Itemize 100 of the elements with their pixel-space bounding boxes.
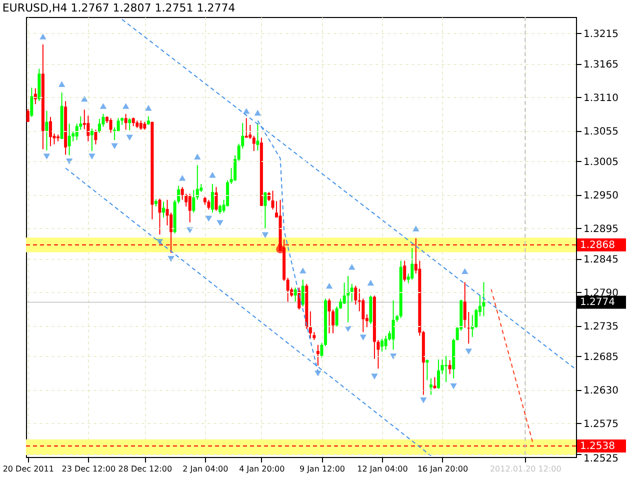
candlestick [109, 118, 112, 134]
x-tick-label: 20 Dec 2011 [2, 464, 54, 474]
point [462, 268, 468, 274]
y-tick-label: 1.2790 [584, 288, 618, 299]
candlestick [350, 283, 354, 302]
y-tick-label: 1.2735 [584, 321, 618, 332]
ref-line-label: 1.2538 [580, 441, 615, 452]
point [216, 220, 224, 226]
point [276, 245, 284, 254]
candlestick [328, 298, 331, 334]
candlestick [426, 358, 429, 381]
point [43, 154, 50, 160]
candlestick [45, 110, 48, 151]
candlestick [437, 358, 440, 390]
point [126, 134, 133, 141]
candlestick [384, 335, 388, 350]
point [412, 226, 420, 232]
candlestick [48, 116, 52, 147]
candlestick [218, 204, 222, 214]
candlestick [90, 128, 94, 152]
y-tick-label: 1.2525 [584, 454, 618, 465]
candlestick [482, 282, 486, 317]
candlestick [30, 87, 34, 118]
point [145, 104, 152, 111]
point [254, 110, 262, 116]
candlestick [158, 198, 162, 236]
point [205, 216, 212, 222]
point [178, 174, 186, 181]
point [326, 282, 333, 289]
x-tick-label: 4 Jan 20:00 [239, 464, 285, 474]
candlestick [410, 247, 414, 280]
point [243, 108, 250, 114]
candlestick [392, 300, 395, 350]
candlestick [210, 183, 214, 214]
point [168, 256, 174, 262]
candlestick [68, 123, 71, 156]
candlestick [354, 285, 358, 306]
x-tick-label: 2 Jan 04:00 [182, 464, 228, 474]
candlestick [429, 378, 432, 396]
candlestick [256, 122, 260, 151]
point [420, 397, 427, 404]
point [367, 280, 374, 286]
candlestick [448, 360, 452, 375]
y-tick-label: 1.3005 [584, 156, 618, 168]
y-tick-label: 1.3165 [584, 59, 618, 70]
candlestick [192, 190, 196, 214]
candlestick [286, 277, 290, 302]
point [40, 34, 46, 40]
candlestick [320, 342, 324, 358]
chart-title: EURUSD,H4 1.2767 1.2807 1.2751 1.2774 [2, 2, 236, 14]
x-tick-label: 23 Dec 12:00 [62, 464, 116, 474]
candlestick [124, 113, 128, 130]
y-tick-label: 1.2895 [584, 224, 618, 235]
point [465, 348, 472, 354]
point [360, 334, 367, 340]
candlestick [207, 199, 210, 210]
x-tick-label: 2012.01.20 12:00 [490, 464, 562, 474]
candlestick [433, 376, 436, 390]
point [81, 96, 88, 102]
x-tick-label: 9 Jan 12:00 [299, 464, 345, 474]
point [100, 103, 107, 109]
candlestick [98, 118, 101, 134]
x-tick-label: 16 Jan 20:00 [417, 464, 468, 474]
candlestick [316, 344, 320, 366]
point [122, 103, 130, 109]
point [194, 154, 201, 160]
y-tick-label: 1.3215 [584, 28, 618, 40]
x-tick-label: 28 Dec 12:00 [118, 464, 172, 474]
candlestick [188, 193, 192, 223]
point [300, 268, 306, 274]
candlestick [403, 260, 406, 282]
y-tick-label: 1.2630 [584, 385, 618, 396]
candlestick [308, 310, 312, 339]
y-tick-label: 1.2950 [584, 190, 618, 202]
candlestick [252, 135, 256, 152]
point [66, 158, 73, 164]
point [111, 143, 118, 150]
ref-line-label: 1.2868 [580, 240, 615, 251]
point [371, 374, 378, 380]
point [450, 383, 457, 390]
candlestick [116, 118, 120, 132]
point [390, 354, 397, 360]
candlestick [162, 201, 165, 218]
x-tick-label: 12 Jan 04:00 [357, 464, 408, 474]
candlestick [271, 190, 274, 210]
candlestick [380, 338, 384, 352]
candlestick [26, 108, 30, 122]
candlestick [128, 118, 132, 131]
point [88, 154, 96, 160]
ref-line-label: 1.2774 [580, 297, 615, 308]
candlestick [264, 191, 267, 229]
point [262, 232, 269, 238]
candlestick [294, 287, 297, 302]
point [348, 264, 356, 270]
y-tick-label: 1.3055 [584, 126, 618, 138]
point [58, 81, 66, 87]
y-tick-label: 1.2685 [584, 352, 618, 363]
candlestick [196, 164, 199, 200]
y-tick-label: 1.3110 [584, 92, 618, 104]
candlestick [301, 279, 304, 307]
